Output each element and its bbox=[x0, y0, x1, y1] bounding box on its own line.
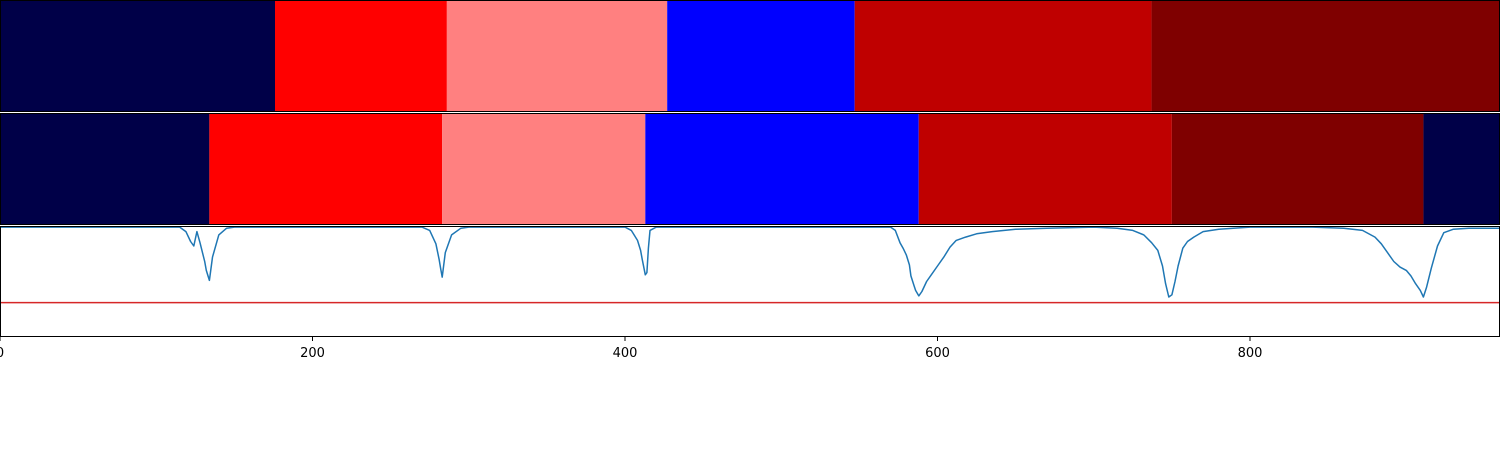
curve-panel bbox=[0, 226, 1500, 337]
segmentation-bottom bbox=[0, 113, 1500, 225]
segmentation-bottom-segment-6 bbox=[1423, 113, 1500, 225]
segmentation-bottom-segment-0 bbox=[0, 113, 210, 225]
curve-panel-background bbox=[0, 226, 1500, 337]
segmentation-top-segment-4 bbox=[854, 0, 1152, 112]
segmentation-top-segment-3 bbox=[667, 0, 855, 112]
x-tick-label-3: 600 bbox=[925, 346, 950, 361]
segmentation-rows bbox=[0, 0, 1500, 225]
segmentation-bottom-segment-3 bbox=[645, 113, 919, 225]
segmentation-top-segment-5 bbox=[1151, 0, 1500, 112]
segmentation-top-segment-0 bbox=[0, 0, 275, 112]
segmentation-top bbox=[0, 0, 1500, 112]
segmentation-top-segment-1 bbox=[275, 0, 447, 112]
x-tick-label-4: 800 bbox=[1238, 346, 1263, 361]
x-tick-label-2: 400 bbox=[613, 346, 638, 361]
segmentation-bottom-segment-1 bbox=[209, 113, 443, 225]
x-tick-label-1: 200 bbox=[300, 346, 325, 361]
segmentation-top-segment-2 bbox=[446, 0, 668, 112]
segmentation-bottom-segment-4 bbox=[918, 113, 1172, 225]
x-axis: 0 200 400 600 800 bbox=[0, 337, 1262, 361]
segmentation-bottom-segment-2 bbox=[442, 113, 646, 225]
distance-curve bbox=[0, 226, 1500, 298]
segmentation-bottom-segment-5 bbox=[1171, 113, 1424, 225]
x-tick-label-0: 0 bbox=[0, 346, 4, 361]
